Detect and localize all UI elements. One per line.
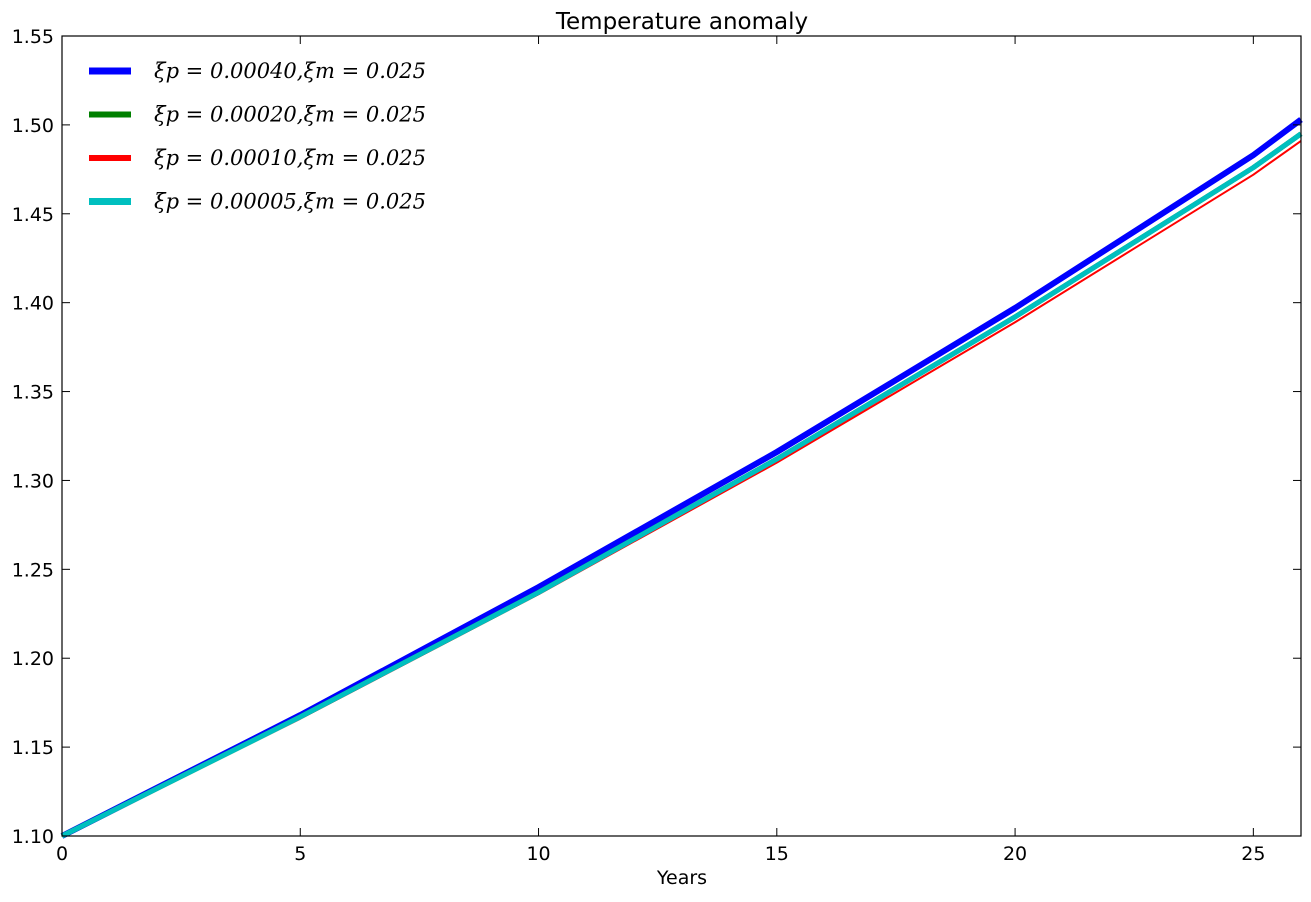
plot-area-frame (61, 35, 1302, 837)
series-line-4 (60, 131, 1303, 839)
y-tick-label: 1.40 (12, 293, 54, 315)
legend: ξp = 0.00040,ξm = 0.025 ξp = 0.00020,ξm =… (89, 59, 426, 214)
y-tick-label: 1.15 (12, 737, 54, 759)
y-tick-label: 1.10 (12, 826, 54, 848)
y-tick-label: 1.35 (12, 382, 54, 404)
y-tick-label: 1.25 (12, 559, 54, 581)
y-tick-label: 1.55 (12, 26, 54, 48)
y-tick-label: 1.50 (12, 115, 54, 137)
legend-label-4: ξp = 0.00005,ξm = 0.025 (154, 190, 426, 214)
legend-label-3: ξp = 0.00010,ξm = 0.025 (154, 146, 426, 170)
x-tick-label: 10 (526, 843, 550, 865)
series-layer (60, 117, 1303, 839)
ticks-layer: 0 5 10 15 20 25 1.10 1.15 1.20 1.25 1.30 1.35 1.40 1.… (12, 26, 1301, 865)
x-tick-label: 20 (1003, 843, 1027, 865)
x-tick-label: 15 (765, 843, 789, 865)
legend-label-2: ξp = 0.00020,ξm = 0.025 (154, 103, 426, 127)
x-tick-label: 25 (1241, 843, 1265, 865)
y-tick-label: 1.30 (12, 470, 54, 492)
legend-label-1: ξp = 0.00040,ξm = 0.025 (154, 59, 426, 83)
y-tick-label: 1.20 (12, 648, 54, 670)
y-tick-label: 1.45 (12, 204, 54, 226)
x-axis-label: Years (656, 867, 707, 889)
x-tick-label: 0 (56, 843, 68, 865)
x-tick-label: 5 (294, 843, 306, 865)
chart-title: Temperature anomaly (555, 9, 808, 35)
